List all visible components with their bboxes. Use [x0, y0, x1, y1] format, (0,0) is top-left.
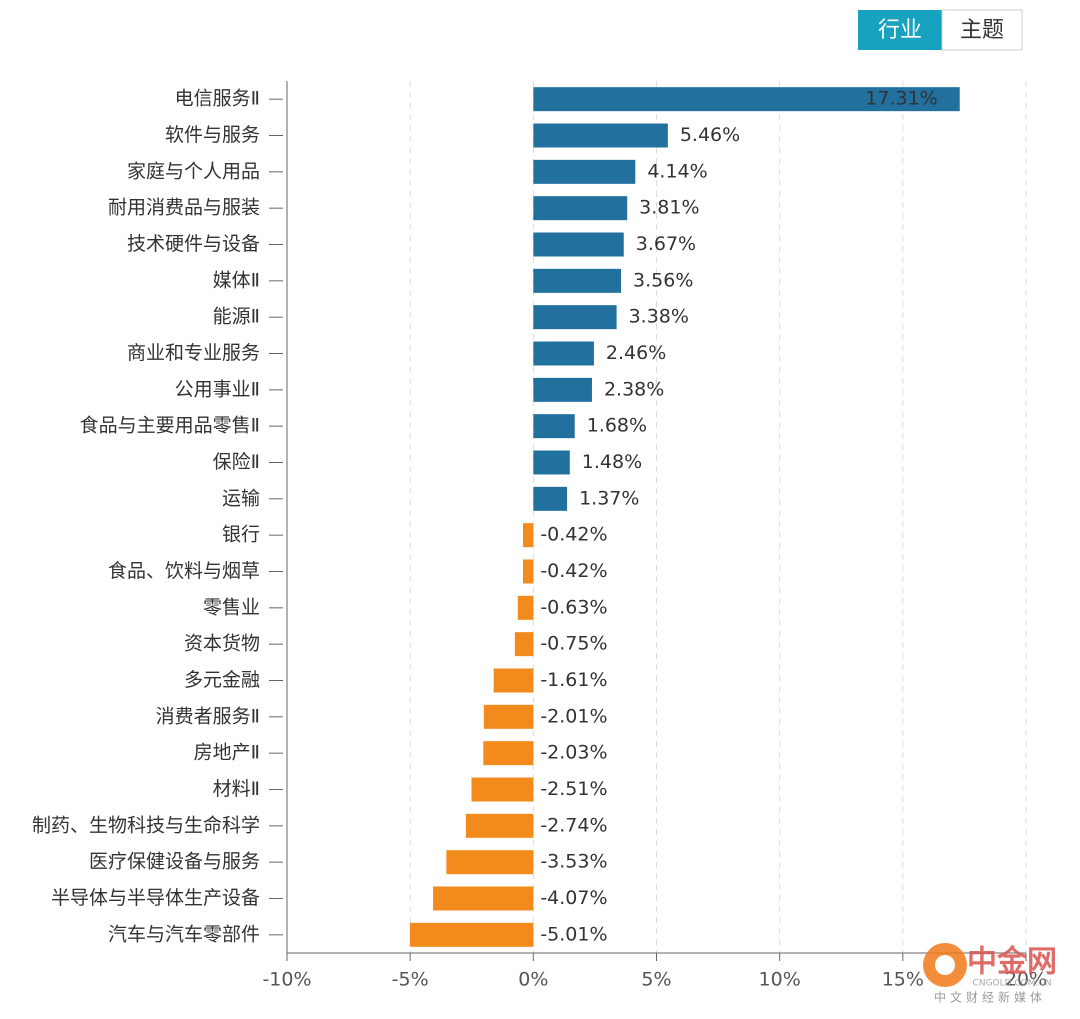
value-label: 4.14%	[647, 160, 707, 182]
x-tick-label: -5%	[392, 969, 429, 991]
x-tick-label: 10%	[759, 969, 801, 991]
value-label: 1.68%	[587, 415, 647, 437]
bar	[533, 232, 624, 257]
y-tick-label: 医疗保健设备与服务	[89, 851, 260, 873]
bar	[514, 632, 534, 657]
y-tick-label: 技术硬件与设备	[127, 233, 260, 255]
value-label: -0.75%	[540, 633, 607, 655]
tab[interactable]	[941, 9, 1023, 51]
value-label: -5.01%	[540, 923, 607, 945]
x-tick-label: 15%	[882, 969, 924, 991]
value-label: -0.63%	[540, 596, 607, 618]
bar	[522, 523, 534, 548]
value-label: -2.51%	[540, 778, 607, 800]
bar	[471, 777, 534, 802]
bar	[533, 341, 594, 366]
value-label: 5.46%	[680, 124, 740, 146]
y-tick-label: 消费者服务Ⅱ	[156, 705, 260, 727]
bar	[493, 668, 534, 693]
y-tick-label: 保险Ⅱ	[213, 451, 260, 473]
watermark: 中金网 CNGOLD.COM.CN 中文财经新媒体	[923, 943, 1057, 1005]
value-label: -2.03%	[540, 742, 607, 764]
y-tick-label: 能源Ⅱ	[213, 306, 260, 328]
x-tick-label: 5%	[641, 969, 671, 991]
watermark-name: 中金网	[967, 945, 1057, 980]
bar	[483, 704, 534, 729]
bar	[533, 450, 570, 475]
value-label: -3.53%	[540, 851, 607, 873]
value-label: 3.38%	[629, 306, 689, 328]
bar	[409, 922, 534, 947]
y-tick-label: 耐用消费品与服装	[108, 197, 260, 219]
value-label: 1.48%	[582, 451, 642, 473]
y-tick-label: 媒体Ⅱ	[213, 269, 260, 291]
y-tick-label: 软件与服务	[165, 124, 260, 146]
bar	[533, 123, 668, 148]
bar	[522, 559, 534, 584]
y-tick-label: 银行	[222, 524, 260, 546]
value-label: -0.42%	[540, 560, 607, 582]
y-tick-label: 电信服务Ⅱ	[175, 88, 260, 110]
x-tick-label: -10%	[262, 969, 311, 991]
bar	[446, 850, 534, 875]
value-label: -0.42%	[540, 524, 607, 546]
y-tick-label: 食品、饮料与烟草	[108, 560, 260, 582]
bar	[533, 377, 592, 402]
bar	[533, 414, 575, 439]
watermark-domain: CNGOLD.COM.CN	[973, 979, 1052, 989]
value-label: 1.37%	[579, 487, 639, 509]
y-tick-label: 运输	[222, 487, 260, 509]
bar	[533, 268, 622, 293]
value-label: -2.74%	[540, 814, 607, 836]
bar	[533, 305, 617, 330]
bar	[433, 886, 534, 911]
y-tick-label: 房地产Ⅱ	[194, 742, 260, 764]
value-label: 3.56%	[633, 269, 693, 291]
value-label: 3.67%	[636, 233, 696, 255]
bar	[533, 486, 568, 511]
tab-active[interactable]	[858, 10, 942, 50]
bar	[517, 595, 534, 620]
value-label: -2.01%	[540, 705, 607, 727]
y-tick-label: 食品与主要用品零售Ⅱ	[80, 415, 260, 437]
y-tick-label: 资本货物	[184, 633, 260, 655]
watermark-slogan: 中文财经新媒体	[934, 990, 1046, 1005]
bar	[465, 813, 534, 838]
x-tick-label: 0%	[518, 969, 548, 991]
y-tick-label: 半导体与半导体生产设备	[51, 887, 260, 909]
bar	[533, 159, 636, 184]
y-tick-label: 制药、生物科技与生命科学	[32, 814, 260, 836]
value-label: 2.46%	[606, 342, 666, 364]
y-tick-label: 材料Ⅱ	[213, 778, 260, 800]
tab-label[interactable]: 主题	[960, 18, 1004, 43]
x-tick-label: 20%	[1005, 969, 1047, 991]
bar	[533, 87, 960, 112]
tab-label[interactable]: 行业	[878, 18, 922, 43]
logo	[935, 955, 955, 975]
y-tick-label: 多元金融	[184, 669, 260, 691]
y-tick-label: 零售业	[203, 596, 260, 618]
value-label: 17.31%	[865, 88, 937, 110]
bar	[483, 741, 534, 766]
y-tick-label: 公用事业Ⅱ	[175, 378, 260, 400]
value-label: 2.38%	[604, 378, 664, 400]
value-label: -4.07%	[540, 887, 607, 909]
y-tick-label: 家庭与个人用品	[127, 160, 260, 182]
value-label: 3.81%	[639, 197, 699, 219]
value-label: -1.61%	[540, 669, 607, 691]
bar	[533, 196, 628, 221]
y-tick-label: 汽车与汽车零部件	[108, 923, 260, 945]
y-tick-label: 商业和专业服务	[127, 342, 260, 364]
